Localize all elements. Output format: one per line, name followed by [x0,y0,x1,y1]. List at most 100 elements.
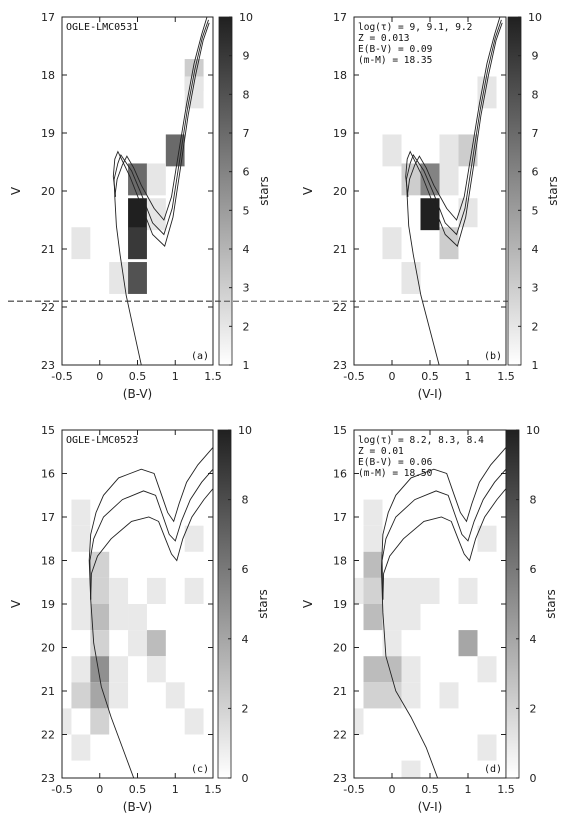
x-tick-label: 1 [172,783,179,796]
y-tick-label: 21 [333,685,347,698]
isochrone-line [88,447,213,778]
isochrone-line [405,22,503,247]
heatmap-cell [439,134,459,167]
heatmap-cell [382,656,402,683]
y-tick-label: 21 [41,685,55,698]
x-axis-label: (B-V) [123,387,152,401]
isochrone-line [406,17,501,365]
colorbar-tick-label: 9 [243,50,250,63]
heatmap-cell [458,262,478,294]
heatmap-cell [477,656,497,683]
y-tick-label: 18 [333,555,347,568]
x-tick-label: 0.5 [129,783,147,796]
colorbar-tick-label: 8 [530,494,537,507]
heatmap-cell [439,682,459,709]
colorbar-tick-label: 6 [242,563,249,576]
heatmap-cell [401,163,421,196]
isochrone-line [90,488,213,600]
heatmap-cell [458,198,478,231]
heatmap-cell [128,227,147,260]
y-axis-label: V [301,599,315,608]
heatmap-cell [128,604,147,631]
colorbar-label: stars [256,589,270,619]
panel-label: (a) [191,351,209,362]
fit-parameter-text: log(τ) = 8.2, 8.3, 8.4 [358,435,484,446]
colorbar-tick-label: 1 [243,359,250,372]
heatmap-cell [90,656,110,683]
cmd-panel-a: -0.5 0 0.5 1 1.517181920212223(B-V)VOGLE-LMC… [8,11,271,401]
heatmap-cells [62,499,204,761]
y-tick-label: 18 [333,69,347,82]
colorbar-gradient [217,429,232,779]
y-tick-label: 16 [333,468,347,481]
x-tick-label: -0.5 [343,370,364,383]
isochrone-line [405,19,502,236]
y-tick-label: 16 [41,468,55,481]
x-axis-label: (V-I) [418,800,443,814]
heatmap-cell [439,262,459,294]
y-tick-label: 23 [41,772,55,785]
x-tick-label: 0.5 [421,370,439,383]
heatmap-cell [71,525,91,552]
heatmap-cell [109,656,129,683]
heatmap-cell [146,99,166,132]
y-tick-label: 21 [41,243,55,256]
heatmap-cell [363,499,383,526]
heatmap-cell [128,99,147,132]
colorbar: 1 2 3 4 5 6 7 8 9 10 stars [507,11,560,372]
x-tick-label: 0 [389,370,396,383]
heatmap-cell [363,551,383,578]
colorbar-tick-label: 7 [532,127,539,140]
colorbar-tick-label: 3 [243,282,250,295]
colorbar-tick-label: 8 [242,494,249,507]
x-tick-label: 0 [96,370,103,383]
heatmap-cell [363,682,383,709]
heatmap-cell [382,134,402,167]
y-tick-label: 23 [41,359,55,372]
colorbar-tick-label: 6 [530,563,537,576]
y-tick-label: 20 [41,642,55,655]
y-tick-label: 22 [41,301,55,314]
colorbar: 1 2 3 4 5 6 7 8 9 10 stars [218,11,271,372]
heatmap-cell [109,577,129,604]
heatmap-cell [458,630,478,657]
colorbar-tick-label: 4 [242,633,249,646]
y-tick-label: 19 [41,127,55,140]
y-tick-label: 20 [333,642,347,655]
isochrones [88,447,213,778]
heatmap-cell [90,682,110,709]
panel-label: (d) [484,764,502,775]
heatmap-cells [354,499,497,778]
heatmap-cell [477,525,497,552]
heatmap-cell [71,577,91,604]
y-tick-label: 17 [333,511,347,524]
colorbar-tick-label: 0 [530,772,537,785]
y-tick-label: 21 [333,243,347,256]
y-tick-label: 22 [41,729,55,742]
heatmap-cell [382,227,402,260]
colorbar-tick-label: 8 [532,88,539,101]
y-tick-label: 15 [41,424,55,437]
heatmap-cell [165,227,185,260]
panel-label: (c) [191,764,209,775]
cmd-panel-d: -0.5 0 0.5 1 1.5151617181920212223(V-I)Vlog(… [301,424,558,814]
x-tick-label: 1.5 [204,370,222,383]
heatmap-cell [458,227,478,260]
y-tick-label: 17 [333,11,347,24]
x-tick-label: 1.5 [497,783,515,796]
heatmap-cell [382,604,402,631]
x-tick-label: 0 [389,783,396,796]
x-axis-label: (B-V) [123,800,152,814]
x-tick-label: 1 [465,370,472,383]
colorbar-tick-label: 10 [238,424,252,437]
heatmap-cell [401,604,421,631]
colorbar: 0 2 4 6 8 10 stars [505,424,558,785]
heatmap-cell [165,682,185,709]
heatmap-cell [71,227,91,260]
heatmap-cell [71,656,91,683]
y-axis-label: V [9,599,23,608]
heatmap-cell [184,577,204,604]
heatmap-cell [90,604,110,631]
heatmap-cell [439,227,459,260]
colorbar-tick-label: 6 [532,166,539,179]
